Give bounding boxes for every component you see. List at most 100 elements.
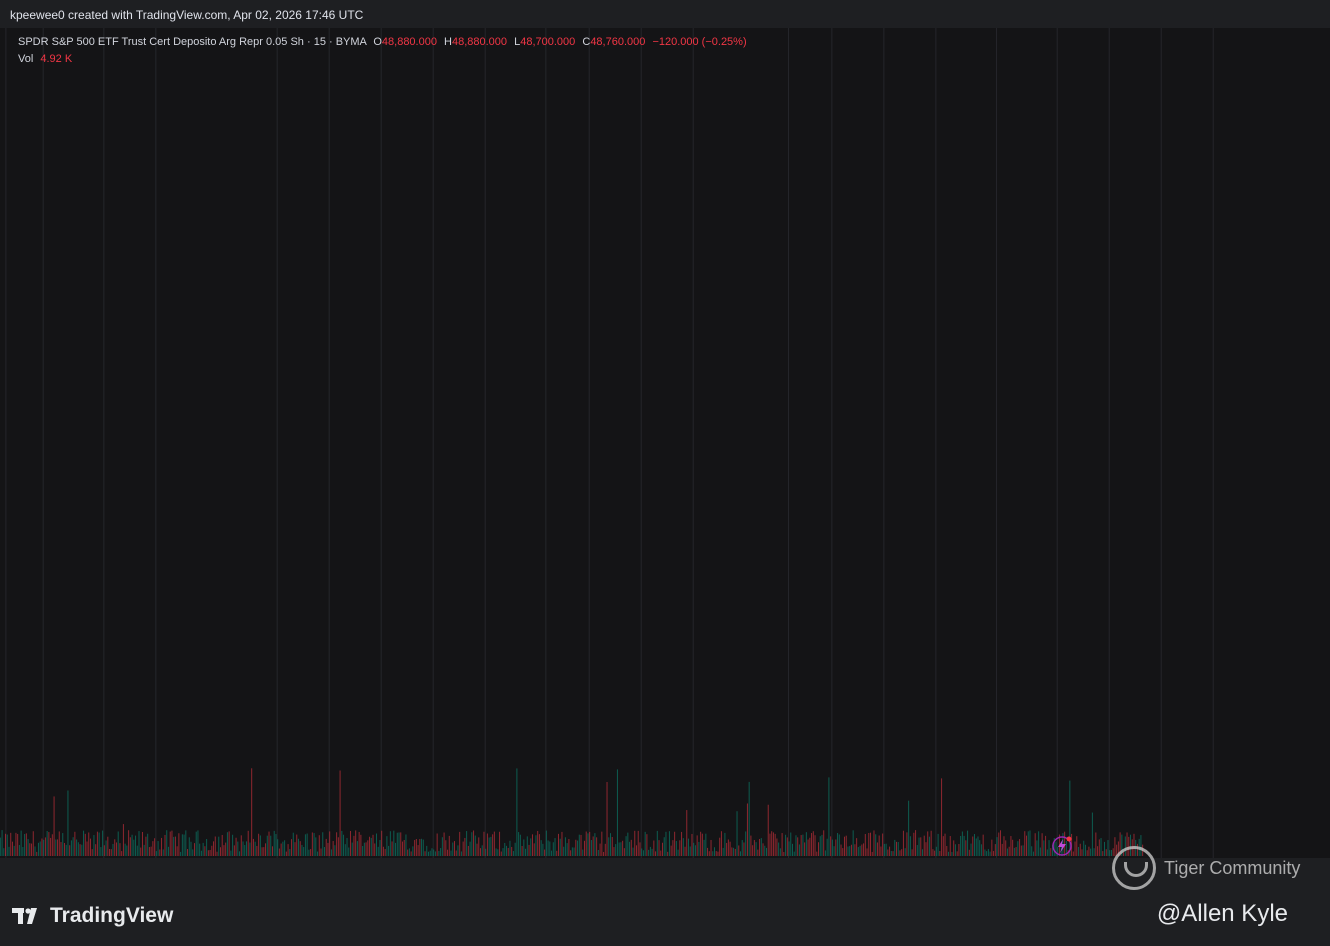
volume-bar bbox=[375, 833, 377, 856]
volume-bar bbox=[379, 840, 381, 856]
volume-bar bbox=[62, 833, 64, 856]
volume-bar bbox=[1039, 847, 1041, 856]
volume-bar bbox=[486, 833, 488, 856]
volume-bar bbox=[377, 846, 379, 856]
volume-bar bbox=[830, 836, 832, 856]
volume-bar bbox=[39, 841, 41, 856]
volume-bar bbox=[918, 837, 920, 856]
volume-bar bbox=[193, 843, 195, 856]
volume-bar bbox=[500, 851, 502, 856]
volume-bar bbox=[857, 847, 859, 856]
volume-bar bbox=[1008, 846, 1010, 856]
volume-bar bbox=[844, 836, 846, 856]
volume-bar bbox=[713, 847, 715, 856]
volume-bar bbox=[651, 848, 653, 856]
volume-bar bbox=[1074, 841, 1076, 856]
volume-bar bbox=[266, 835, 268, 856]
volume-bar bbox=[181, 834, 183, 856]
volume-bar bbox=[216, 851, 218, 856]
volume-bar bbox=[904, 848, 906, 856]
volume-bar bbox=[15, 832, 17, 856]
volume-bar bbox=[223, 845, 225, 856]
volume-bar bbox=[415, 838, 417, 856]
volume-bar bbox=[578, 834, 580, 856]
volume-bar bbox=[96, 831, 98, 856]
lightning-ring bbox=[1052, 836, 1072, 856]
volume-bar bbox=[69, 845, 71, 856]
volume-bar bbox=[303, 847, 305, 856]
volume-bar bbox=[483, 831, 485, 856]
volume-bar bbox=[545, 830, 547, 856]
volume-bar bbox=[124, 843, 126, 856]
tradingview-logo: TradingView bbox=[12, 904, 173, 928]
volume-bar bbox=[136, 845, 138, 856]
volume-bar bbox=[237, 841, 239, 856]
volume-bar bbox=[767, 804, 769, 856]
volume-bar bbox=[597, 849, 599, 856]
volume-bar bbox=[1083, 840, 1085, 856]
volume-bar bbox=[384, 849, 386, 856]
volume-bar bbox=[202, 842, 204, 856]
volume-bar bbox=[909, 836, 911, 856]
volume-bar bbox=[310, 849, 312, 856]
volume-bar bbox=[109, 849, 111, 856]
volume-bar bbox=[1057, 846, 1059, 856]
volume-bar bbox=[438, 850, 440, 856]
volume-bar bbox=[739, 851, 741, 856]
volume-bar bbox=[594, 833, 596, 856]
volume-bar bbox=[774, 833, 776, 856]
volume-bar bbox=[606, 782, 608, 856]
volume-bar bbox=[757, 849, 759, 856]
volume-bar bbox=[128, 830, 130, 856]
volume-bar bbox=[488, 837, 490, 856]
volume-bar bbox=[327, 842, 329, 856]
volume-bar bbox=[152, 841, 154, 856]
volume-bar bbox=[37, 842, 39, 856]
volume-bar bbox=[187, 849, 189, 856]
volume-bar bbox=[161, 837, 163, 856]
volume-bar bbox=[268, 831, 270, 856]
volume-bar bbox=[1095, 832, 1097, 856]
volume-bar bbox=[440, 848, 442, 856]
volume-bar bbox=[719, 837, 721, 856]
volume-bar bbox=[1081, 849, 1083, 856]
volume-bar bbox=[1041, 833, 1043, 856]
volume-legend: Vol 4.92 K bbox=[18, 53, 72, 65]
volume-bar bbox=[315, 837, 317, 856]
volume-bar bbox=[474, 835, 476, 856]
volume-bar bbox=[700, 831, 702, 856]
volume-bar bbox=[644, 831, 646, 856]
symbol-legend: SPDR S&P 500 ETF Trust Cert Deposito Arg… bbox=[18, 36, 747, 48]
tiger-watermark: Tiger Community bbox=[1112, 846, 1300, 890]
volume-bar bbox=[74, 831, 76, 856]
volume-bar bbox=[122, 824, 124, 856]
volume-bar bbox=[1091, 812, 1093, 856]
volume-bar bbox=[36, 851, 38, 856]
volume-bar bbox=[22, 847, 24, 856]
volume-bar bbox=[596, 837, 598, 856]
volume-bar bbox=[852, 830, 854, 856]
volume-bar bbox=[419, 839, 421, 856]
alert-lightning-icon bbox=[1052, 836, 1072, 856]
volume-bar bbox=[214, 836, 216, 856]
volume-bar bbox=[270, 835, 272, 856]
volume-bar bbox=[525, 848, 527, 856]
volume-bar bbox=[1020, 845, 1022, 856]
volume-bar bbox=[505, 845, 507, 856]
volume-bar bbox=[207, 850, 209, 856]
volume-bar bbox=[753, 840, 755, 856]
volume-bar bbox=[979, 840, 981, 856]
volume-bar bbox=[431, 848, 433, 856]
volume-bar bbox=[866, 848, 868, 856]
volume-bar bbox=[1126, 832, 1128, 856]
volume-bar bbox=[155, 851, 157, 856]
price-chart[interactable]: 0.6391.8782.1561.231XABCD56,000.00055,00… bbox=[0, 28, 1330, 858]
volume-bar bbox=[8, 846, 10, 856]
volume-bar bbox=[1117, 841, 1119, 856]
volume-bar bbox=[247, 830, 249, 856]
volume-bar bbox=[20, 830, 22, 856]
volume-bar bbox=[110, 849, 112, 856]
volume-bar bbox=[982, 834, 984, 856]
volume-bar bbox=[103, 845, 105, 856]
volume-bar bbox=[968, 849, 970, 856]
